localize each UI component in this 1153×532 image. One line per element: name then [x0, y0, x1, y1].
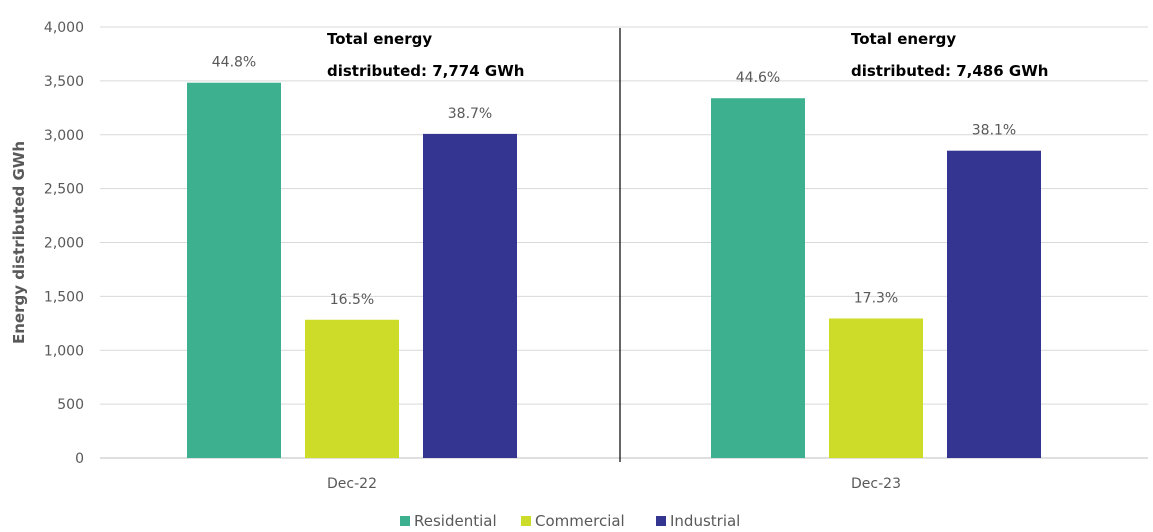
y-tick-label: 2,000: [44, 236, 84, 252]
category-labels: Dec-22 Dec-23: [327, 476, 901, 492]
legend-swatch-industrial: [656, 516, 666, 526]
bar-commercial-dec-23: [829, 318, 923, 458]
bar-residential-dec-22: [187, 82, 281, 458]
y-tick-label: 3,000: [44, 128, 84, 144]
legend-label-commercial: Commercial: [535, 512, 625, 530]
x-category-label: Dec-22: [327, 476, 377, 492]
y-tick-label: 1,000: [44, 343, 84, 359]
annotation-line-2: distributed: 7,774 GWh: [327, 62, 524, 80]
x-category-label: Dec-23: [851, 476, 901, 492]
y-tick-label: 500: [57, 397, 84, 413]
bars: [187, 82, 1041, 458]
y-tick-label: 1,500: [44, 289, 84, 305]
data-label: 16.5%: [330, 292, 374, 308]
legend: Residential Commercial Industrial: [400, 512, 740, 530]
y-tick-label: 0: [75, 451, 84, 467]
y-axis-label: Energy distributed GWh: [10, 141, 28, 344]
data-label: 17.3%: [854, 290, 898, 306]
bar-residential-dec-23: [711, 98, 805, 458]
legend-swatch-residential: [400, 516, 410, 526]
bar-commercial-dec-22: [305, 319, 399, 458]
data-labels: 44.8% 16.5% 38.7% 44.6% 17.3% 38.1%: [212, 55, 1016, 308]
bar-industrial-dec-23: [947, 150, 1041, 458]
annotation-line-1: Total energy: [327, 30, 432, 48]
y-tick-label: 2,500: [44, 182, 84, 198]
annotation-line-2: distributed: 7,486 GWh: [851, 62, 1048, 80]
data-label: 38.7%: [448, 106, 492, 122]
legend-swatch-commercial: [521, 516, 531, 526]
annotations: Total energy distributed: 7,774 GWh Total …: [327, 30, 1048, 80]
y-tick-label: 3,500: [44, 74, 84, 90]
bar-industrial-dec-22: [423, 133, 517, 458]
data-label: 44.8%: [212, 55, 256, 71]
y-axis-ticks: 0 500 1,000 1,500 2,000 2,500 3,000 3,500 4,000: [44, 20, 84, 467]
legend-label-industrial: Industrial: [670, 512, 740, 530]
annotation-line-1: Total energy: [851, 30, 956, 48]
data-label: 38.1%: [972, 123, 1016, 139]
legend-label-residential: Residential: [414, 512, 497, 530]
y-tick-label: 4,000: [44, 20, 84, 36]
data-label: 44.6%: [736, 70, 780, 86]
